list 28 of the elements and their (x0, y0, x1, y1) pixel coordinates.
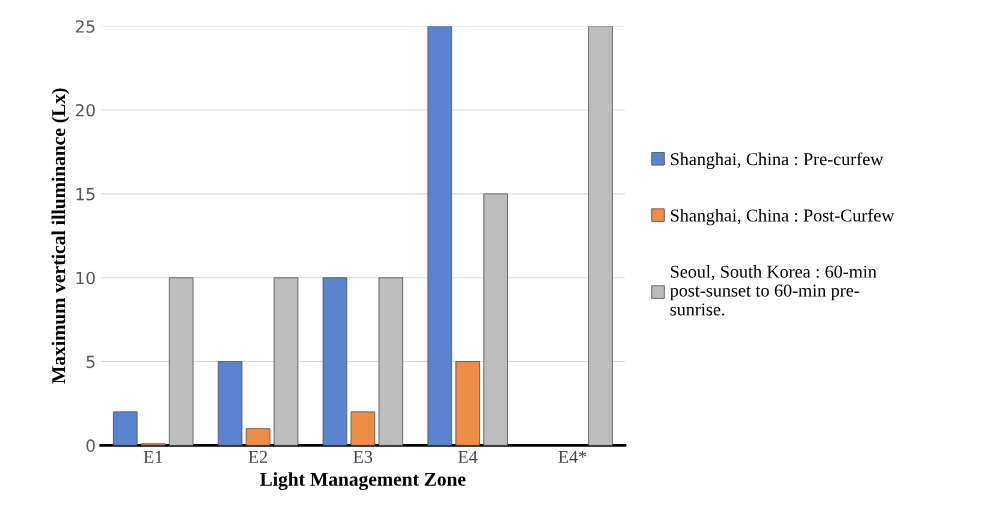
y-tick-label: 5 (86, 355, 95, 369)
bar (427, 26, 453, 446)
y-tick-label: 15 (76, 188, 95, 201)
bar (217, 361, 243, 446)
x-axis-title: Light Management Zone (260, 472, 466, 490)
bar (322, 277, 348, 446)
x-tick-label: E4* (558, 450, 587, 463)
y-axis-title: Maximum vertical illuminance (Lx) (51, 88, 70, 384)
x-tick-label: E3 (353, 450, 373, 463)
bar (588, 26, 613, 446)
bar (378, 277, 404, 446)
y-tick-label: 10 (76, 271, 95, 285)
bar (350, 411, 376, 446)
legend-label: Seoul, South Korea : 60-min post-sunset to 60-min pre- sunrise. (670, 265, 877, 316)
y-tick-label: 0 (86, 439, 95, 452)
bar (273, 277, 299, 446)
legend-label: Shanghai, China : Post-Curfew (670, 208, 895, 226)
y-tick-label: 25 (75, 20, 95, 33)
x-tick-label: E2 (248, 450, 268, 463)
bar (455, 361, 481, 446)
x-tick-label: E1 (143, 450, 163, 463)
bar (112, 411, 138, 446)
bar (245, 428, 271, 446)
bar (483, 193, 508, 446)
legend-label: Shanghai, China : Pre-curfew (670, 152, 884, 170)
x-tick-label: E4 (458, 450, 478, 463)
bar (168, 277, 194, 446)
y-tick-label: 20 (75, 104, 95, 117)
